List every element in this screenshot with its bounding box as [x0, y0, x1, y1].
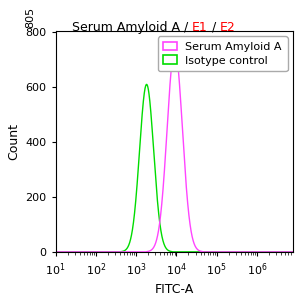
Title: Serum Amyloid A / E1 / E2: Serum Amyloid A / E1 / E2 [0, 302, 1, 303]
Text: E1: E1 [192, 21, 208, 34]
Text: Serum Amyloid A /: Serum Amyloid A / [72, 21, 192, 34]
Legend: Serum Amyloid A, Isotype control: Serum Amyloid A, Isotype control [158, 36, 287, 71]
Text: /: / [208, 21, 220, 34]
Text: 805: 805 [26, 7, 36, 28]
Text: E2: E2 [220, 21, 236, 34]
Y-axis label: Count: Count [7, 123, 20, 160]
X-axis label: FITC-A: FITC-A [155, 283, 194, 296]
